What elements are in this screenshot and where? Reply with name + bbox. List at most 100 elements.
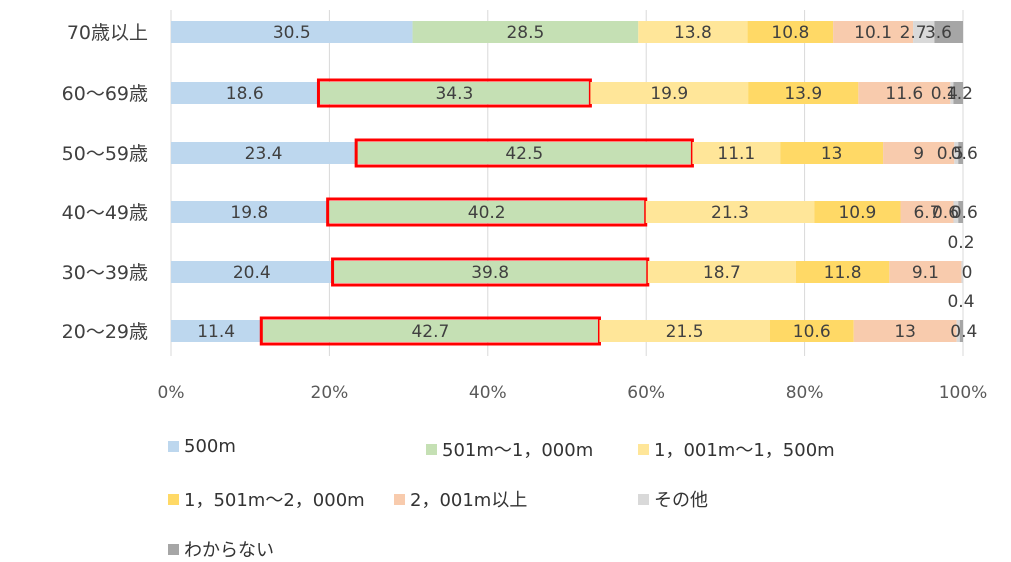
bar-segment (318, 82, 591, 104)
legend-swatch (394, 493, 405, 505)
legend-item: 1，001m〜1，500m (638, 436, 835, 462)
bar-segment (171, 261, 333, 283)
data-label: 11.4 (197, 322, 235, 342)
legend-label: その他 (654, 490, 708, 511)
data-label: 2.7 (900, 23, 927, 43)
bar-segment (956, 320, 960, 342)
data-label: 10.9 (838, 203, 876, 223)
data-label: 0.4 (931, 84, 958, 104)
category-label: 40〜49歳 (62, 202, 148, 224)
data-label: 13.9 (784, 84, 822, 104)
legend-item: わからない (168, 536, 274, 562)
data-label: 0.6 (951, 144, 978, 164)
category-label: 50〜59歳 (62, 143, 148, 165)
bar-segment (171, 320, 262, 342)
legend-item: 501m〜1，000m (426, 436, 593, 462)
bar-segment (261, 320, 600, 342)
bar-segment (171, 142, 357, 164)
data-label: 21.5 (666, 322, 704, 342)
data-label: 13 (894, 322, 916, 342)
legend-swatch (168, 493, 179, 505)
data-label: 11.1 (717, 144, 755, 164)
data-label: 40.2 (468, 203, 506, 223)
bar-segment (950, 82, 954, 104)
bar-segment (638, 21, 748, 43)
x-tick-label: 80% (786, 383, 824, 403)
legend-item: 2，001m以上 (394, 486, 527, 512)
data-label: 19.8 (230, 203, 268, 223)
data-label: 20.4 (233, 263, 271, 283)
bar-segment (953, 201, 959, 223)
legend-swatch (168, 441, 179, 452)
category-label: 20〜29歳 (62, 321, 148, 343)
data-label: 13 (821, 144, 843, 164)
x-tick-label: 100% (939, 383, 988, 403)
legend-item: 1，501m〜2，000m (168, 486, 365, 512)
data-label: 3.6 (925, 23, 952, 43)
bar-segment (814, 201, 901, 223)
bar-segment (858, 82, 951, 104)
bar-segment (853, 320, 957, 342)
bar-segment (883, 142, 955, 164)
category-label: 30〜39歳 (62, 262, 148, 284)
data-label: 10.8 (771, 23, 809, 43)
data-label: 19.9 (650, 84, 688, 104)
legend-label: 500m (184, 436, 236, 457)
data-label: 10.6 (793, 322, 831, 342)
bar-segment (171, 21, 413, 43)
bar-segment (780, 142, 884, 164)
bar-segment (833, 21, 914, 43)
stacked-bar-chart: 0% 20% 40% 60% 80% 100% 30.5 28.5 13.8 10.8 10.1 2.… (62, 10, 988, 403)
data-label: 6.7 (913, 203, 940, 223)
legend-label: わからない (184, 540, 274, 561)
bar-segment (327, 201, 646, 223)
bar-segment (958, 201, 963, 223)
data-label: 11.8 (824, 263, 862, 283)
data-label: 0.6 (932, 203, 959, 223)
data-label: 9 (913, 144, 924, 164)
x-tick-label: 40% (469, 383, 507, 403)
bar-segment (769, 320, 854, 342)
legend-swatch (168, 543, 179, 555)
data-label: 42.7 (411, 322, 449, 342)
bar-segment (934, 21, 963, 43)
legend-label: 501m〜1，000m (442, 440, 594, 461)
data-label: 0.4 (947, 292, 974, 312)
bar-segment (961, 261, 963, 283)
data-label: 42.5 (505, 144, 543, 164)
bar-segment (913, 21, 935, 43)
data-label: 23.4 (245, 144, 283, 164)
bar-segment (958, 142, 963, 164)
bar-segment (959, 320, 963, 342)
bar-segment (645, 201, 815, 223)
bar-segment (954, 142, 959, 164)
category-label: 70歳以上 (67, 22, 148, 44)
legend-swatch (638, 443, 649, 455)
data-label: 21.3 (711, 203, 749, 223)
legend-swatch (638, 493, 649, 505)
data-label: 18.6 (226, 84, 264, 104)
data-label: 18.7 (703, 263, 741, 283)
legend-item: その他 (638, 486, 708, 512)
bar-segment (889, 261, 962, 283)
x-tick-label: 0% (158, 383, 185, 403)
data-label: 13.8 (674, 23, 712, 43)
bar-segment (171, 201, 328, 223)
data-label: 11.6 (885, 84, 923, 104)
bar-segment (171, 82, 319, 104)
data-label: 10.1 (854, 23, 892, 43)
legend-item: 500m (168, 436, 236, 457)
legend-label: 1，001m〜1，500m (654, 440, 835, 461)
data-label: 30.5 (273, 23, 311, 43)
bar-segment (953, 82, 963, 104)
category-label: 60〜69歳 (62, 83, 148, 105)
x-tick-label: 20% (311, 383, 349, 403)
data-label: 39.8 (471, 263, 509, 283)
data-label: 1.2 (946, 84, 973, 104)
bar-segment (356, 142, 693, 164)
data-label: 0.4 (950, 322, 977, 342)
bar-segment (647, 261, 796, 283)
data-label: 9.1 (912, 263, 939, 283)
x-tick-label: 60% (627, 383, 665, 403)
bar-segment (795, 261, 890, 283)
